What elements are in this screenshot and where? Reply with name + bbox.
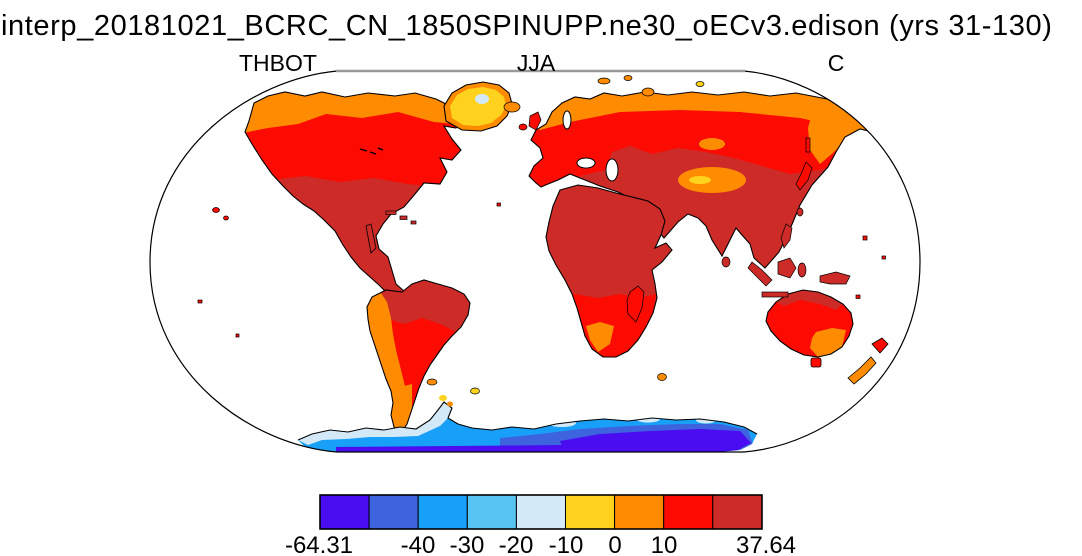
great-britain xyxy=(528,111,542,131)
pacific-island-3 xyxy=(862,235,868,241)
kerguelen xyxy=(657,373,667,381)
peninsula-warm-dot-2 xyxy=(447,401,453,407)
greenland-coastline xyxy=(443,81,513,132)
greenland-landmass xyxy=(443,81,513,132)
ne-siberia-arctic-zone xyxy=(808,98,884,164)
ireland xyxy=(518,123,528,131)
atlantic-island xyxy=(496,202,501,207)
great-lakes-icon xyxy=(359,147,384,155)
colorbar-cell xyxy=(663,494,714,530)
map-area xyxy=(197,75,889,452)
colorbar-cell xyxy=(712,494,763,530)
map-outline xyxy=(149,70,921,453)
hispaniola xyxy=(399,215,408,220)
colorbar-tick-label: 37.64 xyxy=(736,532,796,556)
franz-josef xyxy=(623,75,633,81)
borneo xyxy=(777,257,797,279)
japan xyxy=(795,161,813,191)
southern-cone-zone xyxy=(392,384,412,433)
colorbar-cell xyxy=(319,494,370,530)
australia-coastline xyxy=(765,289,854,358)
islands xyxy=(197,75,886,395)
pacific-island-2 xyxy=(235,333,240,338)
colorbar-cell xyxy=(565,494,616,530)
eurasia-warm-zone xyxy=(552,146,836,268)
hawaii-2 xyxy=(223,215,229,221)
antarctica-shelf-zone xyxy=(298,402,452,445)
colorbar-tick-label: 0 xyxy=(608,532,621,556)
south-america-coastline xyxy=(366,279,471,434)
colorbar-cell xyxy=(466,494,517,530)
greenland-ice-core-zone xyxy=(475,94,489,104)
colorbar-cell xyxy=(614,494,665,530)
black-sea xyxy=(576,157,596,169)
colorbar: -64.31 -40 -30 -20 -10 0 10 37.64 xyxy=(285,494,796,556)
tibet-plateau-zone xyxy=(678,167,746,193)
sri-lanka xyxy=(721,256,731,268)
plot-title: interp_20181021_BCRC_CN_1850SPINUPP.ne30… xyxy=(1,10,1053,42)
new-guinea xyxy=(819,271,851,285)
peninsula-warm-dot-1 xyxy=(439,395,447,401)
africa-coastline xyxy=(545,184,673,358)
sakhalin xyxy=(805,137,811,153)
colorbar-frame xyxy=(319,494,763,530)
tasmania xyxy=(810,357,822,368)
tibet-cold-core xyxy=(689,176,711,184)
hawaii-1 xyxy=(212,207,220,213)
australia-landmass xyxy=(765,289,854,368)
colorbar-tick-label: -20 xyxy=(499,532,534,556)
australia-north-zone xyxy=(776,290,843,310)
units-label: C xyxy=(827,50,845,76)
colorbar-tick-label: -30 xyxy=(450,532,485,556)
colorbar-tick-label: -40 xyxy=(401,532,436,556)
taiwan xyxy=(796,207,804,217)
new-zealand xyxy=(847,337,889,385)
severnaya-dot xyxy=(695,81,705,87)
svalbard xyxy=(597,77,611,85)
antarctica-landmass xyxy=(297,395,758,452)
antarctica-coastline xyxy=(297,401,758,441)
sulawesi xyxy=(797,262,807,278)
falkland xyxy=(426,378,438,386)
nz-north-island xyxy=(871,337,889,354)
south-georgia xyxy=(470,387,480,395)
pacific-island-1 xyxy=(197,299,203,304)
baja-california xyxy=(365,223,377,254)
novaya-zemlya xyxy=(641,87,655,97)
colorbar-tick-label: 10 xyxy=(651,532,678,556)
altai-zone xyxy=(699,138,725,150)
cuba xyxy=(385,210,397,215)
north-america-coastline xyxy=(244,91,464,307)
colorbar-tick-label: -10 xyxy=(549,532,584,556)
puerto-rico xyxy=(410,220,417,225)
africa-cape-zone xyxy=(586,322,614,352)
colorbar-tick-label: -64.31 xyxy=(285,532,353,556)
colorbar-cell xyxy=(368,494,419,530)
variable-label: THBOT xyxy=(239,50,317,76)
greenland-cold-zone xyxy=(450,87,506,126)
sumatra xyxy=(747,261,773,287)
pacific-island-4 xyxy=(881,255,886,260)
nz-south-island xyxy=(847,356,877,385)
philippines xyxy=(780,223,793,249)
colorbar-cell xyxy=(417,494,468,530)
season-label: JJA xyxy=(516,50,556,76)
antarctica-interior-zone xyxy=(560,429,751,452)
caspian-sea xyxy=(605,158,619,182)
south-america-landmass xyxy=(366,279,471,434)
baltic-sea xyxy=(562,110,572,130)
fiji-dot xyxy=(855,294,861,299)
colorbar-cell xyxy=(515,494,567,530)
antarctica-bottom-strip xyxy=(336,445,564,452)
iceland xyxy=(503,101,521,113)
eurasia-arctic-zone xyxy=(529,92,884,138)
java xyxy=(761,291,789,298)
madagascar xyxy=(626,285,645,323)
